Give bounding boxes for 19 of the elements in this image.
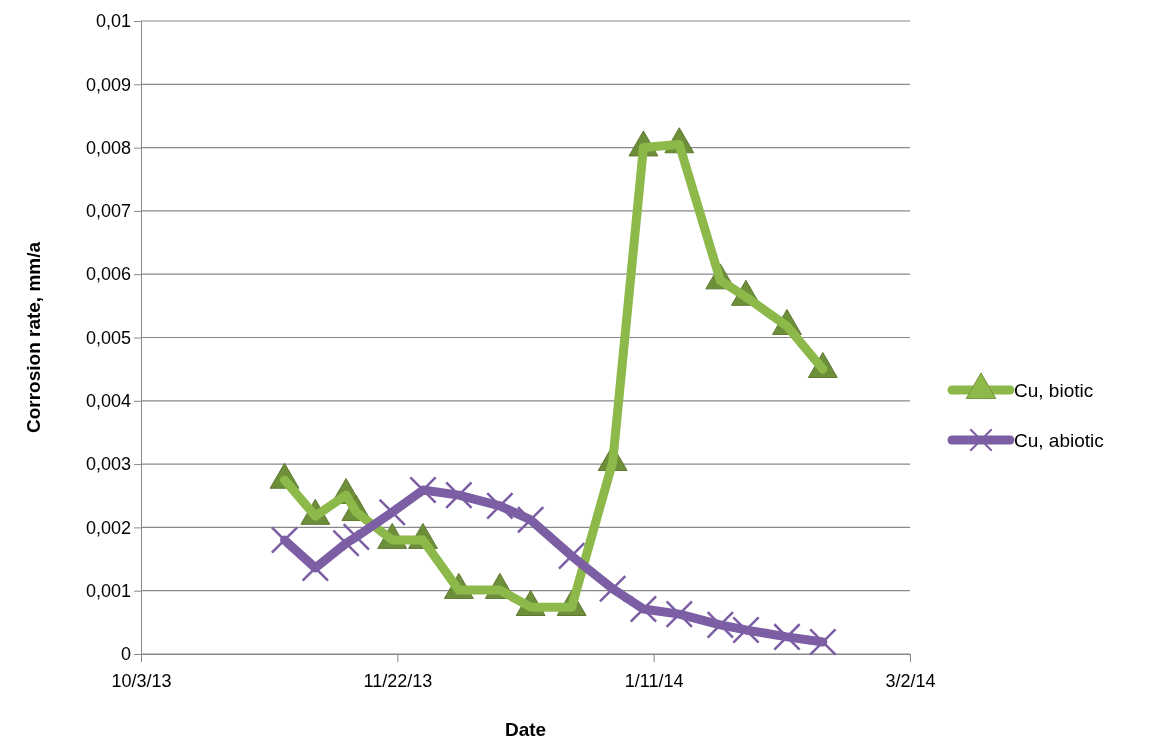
y-tick-label: 0,007 xyxy=(85,201,131,222)
x-tick-label: 3/2/14 xyxy=(885,670,936,691)
y-tick-label: 0,004 xyxy=(85,391,131,412)
x-tick-label: 11/22/13 xyxy=(363,670,433,691)
y-tick-label: 0,005 xyxy=(85,327,131,348)
x-axis-title: Date xyxy=(504,719,547,739)
legend-label: Cu, biotic xyxy=(1014,380,1094,401)
y-tick-label: 0,003 xyxy=(85,454,131,475)
y-tick-label: 0,009 xyxy=(85,74,131,95)
y-tick-label: 0,006 xyxy=(85,264,131,285)
x-tick-label: 1/11/14 xyxy=(624,670,684,691)
x-tick-label: 10/3/13 xyxy=(111,670,172,691)
y-tick-label: 0 xyxy=(120,644,131,665)
y-tick-label: 0,001 xyxy=(85,580,131,601)
y-tick-label: 0,01 xyxy=(95,11,131,32)
legend-label: Cu, abiotic xyxy=(1014,430,1104,451)
y-axis-title: Corrosion rate, mm/a xyxy=(23,241,44,434)
y-tick-label: 0,008 xyxy=(85,137,131,158)
y-tick-label: 0,002 xyxy=(85,517,131,538)
